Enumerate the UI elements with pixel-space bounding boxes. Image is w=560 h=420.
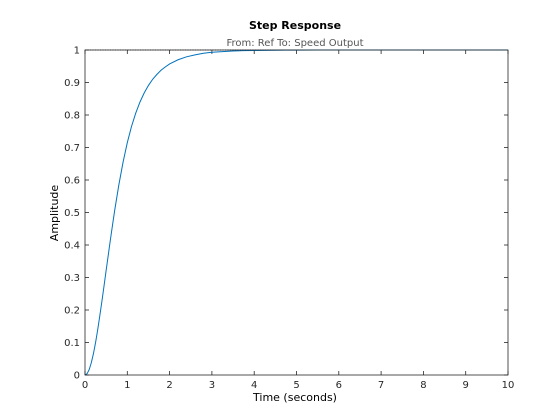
y-tick-label: 0.1 (64, 338, 80, 349)
axes-box (84, 49, 509, 376)
axis-ticks: 0 1 2 3 4 5 6 7 8 9 10 0 0.1 0.2 0.3 0.4 0.5 0.6 0.7 0.8 0.9… (64, 46, 514, 392)
x-tick-label: 6 (336, 380, 342, 391)
y-tick-label: 0.7 (64, 143, 80, 154)
y-tick-label: 0.5 (64, 208, 80, 219)
x-tick-label: 3 (209, 380, 215, 391)
x-tick-label: 5 (293, 380, 299, 391)
y-axis-label: Amplitude (48, 185, 61, 242)
x-tick-label: 8 (420, 380, 426, 391)
y-tick-label: 0.8 (64, 111, 80, 122)
y-tick-label: 0.2 (64, 306, 80, 317)
y-tick-label: 0.9 (64, 78, 80, 89)
x-tick-label: 10 (502, 380, 515, 391)
y-tick-label: 0.6 (64, 176, 80, 187)
y-tick-label: 0.4 (64, 241, 80, 252)
y-tick-label: 0 (74, 371, 80, 382)
x-tick-label: 4 (251, 380, 257, 391)
plot-area (85, 50, 508, 375)
y-tick-label: 0.3 (64, 273, 80, 284)
x-tick-label: 2 (166, 380, 172, 391)
x-tick-label: 1 (124, 380, 130, 391)
chart-subtitle: From: Ref To: Speed Output (226, 38, 363, 49)
y-tick-label: 1 (74, 46, 80, 57)
chart-title: Step Response (249, 19, 341, 32)
x-tick-label: 7 (378, 380, 384, 391)
x-axis-label: Time (seconds) (252, 391, 337, 404)
x-tick-label: 0 (82, 380, 88, 391)
x-tick-label: 9 (463, 380, 469, 391)
